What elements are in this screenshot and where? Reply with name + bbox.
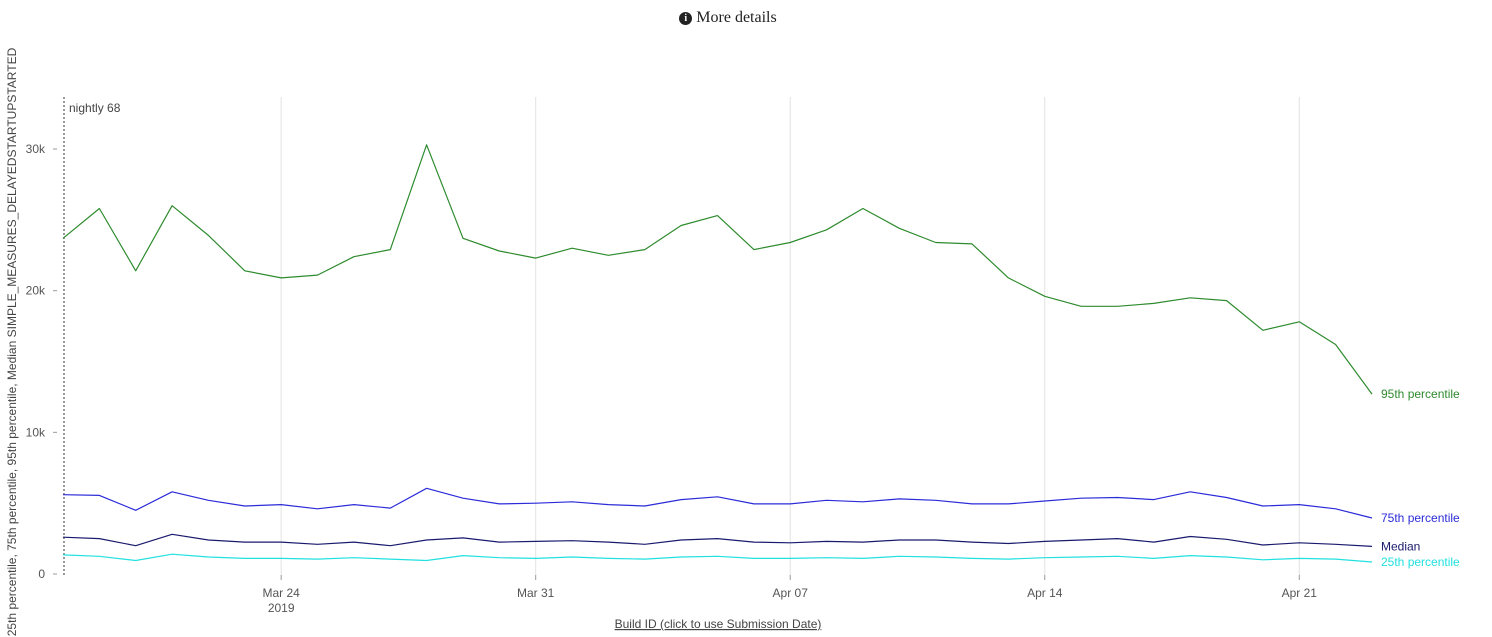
y-tick-label: 20k (26, 284, 46, 298)
x-tick-label: Apr 07 (773, 586, 809, 600)
release-annotations: nightly 68 (63, 97, 121, 575)
series-line-median (62, 533, 1373, 547)
series-label-median: Median (1381, 539, 1420, 553)
series-label-25th-percentile: 25th percentile (1381, 555, 1460, 569)
x-tick-label: Apr 21 (1282, 586, 1318, 600)
x-tick-label: Mar 24 (262, 586, 300, 600)
y-tick-label: 30k (26, 142, 46, 156)
more-details-label: More details (696, 9, 777, 26)
x-tick-label: Mar 31 (517, 586, 555, 600)
series-label-95th-percentile: 95th percentile (1381, 387, 1460, 401)
x-tick-sublabel: 2019 (268, 601, 295, 615)
y-tick-label: 10k (26, 425, 46, 439)
release-marker-label: nightly 68 (69, 101, 121, 115)
more-details-link[interactable]: i More details (0, 9, 1456, 27)
x-tick-label: Apr 14 (1027, 586, 1063, 600)
y-axis-label: 25th percentile, 75th percentile, 95th p… (5, 47, 19, 636)
gridlines (280, 97, 1300, 575)
info-circle-icon: i (679, 12, 693, 25)
series-label-75th-percentile: 75th percentile (1381, 511, 1460, 525)
series-line-25th-percentile (62, 553, 1373, 563)
y-tick-label: 0 (38, 567, 45, 581)
series-lines (62, 144, 1373, 563)
series-labels: 95th percentile 75th percentile Median 25th… (1381, 387, 1460, 569)
x-axis-label[interactable]: Build ID (click to use Submission Date) (615, 617, 822, 631)
series-line-95th-percentile (62, 144, 1373, 395)
series-line-75th-percentile (62, 487, 1373, 519)
